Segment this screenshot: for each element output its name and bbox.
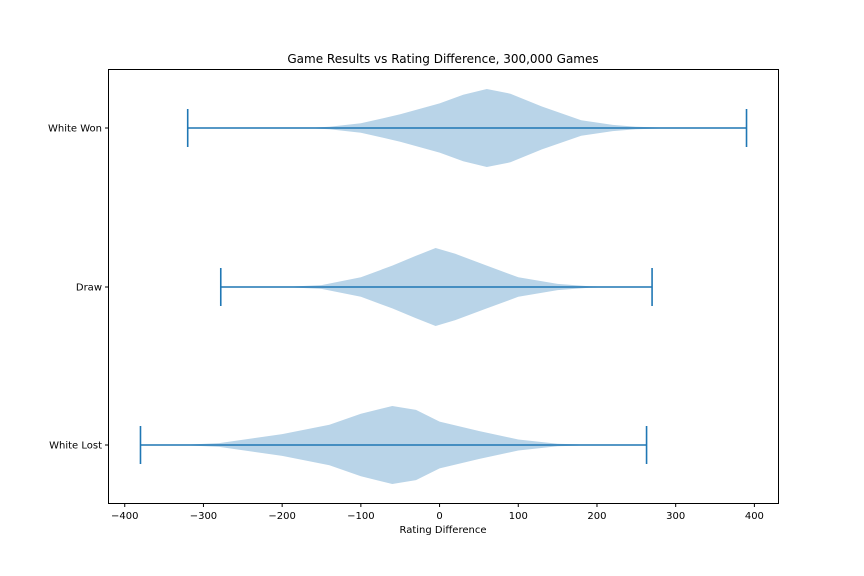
x-tick-label: 300 <box>666 511 685 522</box>
x-tick-label: 200 <box>587 511 606 522</box>
x-tick-label: −300 <box>190 511 217 522</box>
x-tick-label: 400 <box>745 511 764 522</box>
x-tick-label: 0 <box>436 511 442 522</box>
y-tick-label: White Lost <box>49 441 102 452</box>
x-tick-label: −200 <box>268 511 295 522</box>
x-tick-label: −100 <box>347 511 374 522</box>
x-axis-ticks: −400 −300 −200 −100 0 100 200 300 400 <box>111 503 764 522</box>
x-tick-label: −400 <box>111 511 138 522</box>
y-tick-label: Draw <box>76 283 102 294</box>
x-axis-label: Rating Difference <box>400 525 487 536</box>
y-tick-label: White Won <box>48 124 102 135</box>
x-tick-label: 100 <box>509 511 528 522</box>
chart-title: Game Results vs Rating Difference, 300,0… <box>287 52 598 66</box>
y-axis-ticks: White Won Draw White Lost <box>48 124 109 452</box>
range-lines <box>139 109 748 464</box>
